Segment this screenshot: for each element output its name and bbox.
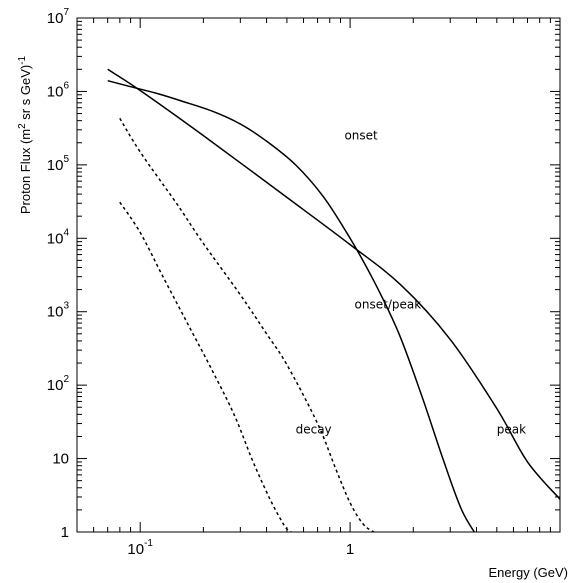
axis-ticks <box>76 18 561 533</box>
series-line-decay <box>119 201 294 532</box>
annotation-decay: decay <box>296 422 332 436</box>
curve-annotations: onset onset/peak decay peak <box>296 129 527 437</box>
plot-frame <box>76 17 561 533</box>
tick-labels: 1 10 102 103 104 105 106 107 10-1 1 <box>47 7 355 558</box>
y-tick-label: 103 <box>47 301 70 321</box>
y-tick-label: 1 <box>61 524 69 541</box>
series-line-onset <box>107 79 476 532</box>
annotation-onset-peak: onset/peak <box>355 298 422 312</box>
y-tick-label: 106 <box>47 80 70 100</box>
y-tick-label: 105 <box>47 154 70 174</box>
annotation-peak: peak <box>497 422 526 436</box>
y-tick-label: 104 <box>47 227 70 247</box>
curves <box>107 68 560 532</box>
y-tick-label: 107 <box>47 7 70 27</box>
x-tick-label: 10-1 <box>127 538 153 558</box>
y-tick-label: 10 <box>52 451 69 468</box>
x-axis-label: Energy (GeV) <box>489 565 568 580</box>
y-axis-label: Proton Flux (m2 sr s GeV)-1 <box>17 55 33 214</box>
x-tick-label: 1 <box>346 541 354 558</box>
annotation-onset: onset <box>344 129 378 143</box>
series-line-onset-peak <box>119 117 376 532</box>
y-tick-label: 102 <box>47 374 70 394</box>
series-line-peak <box>107 68 560 500</box>
